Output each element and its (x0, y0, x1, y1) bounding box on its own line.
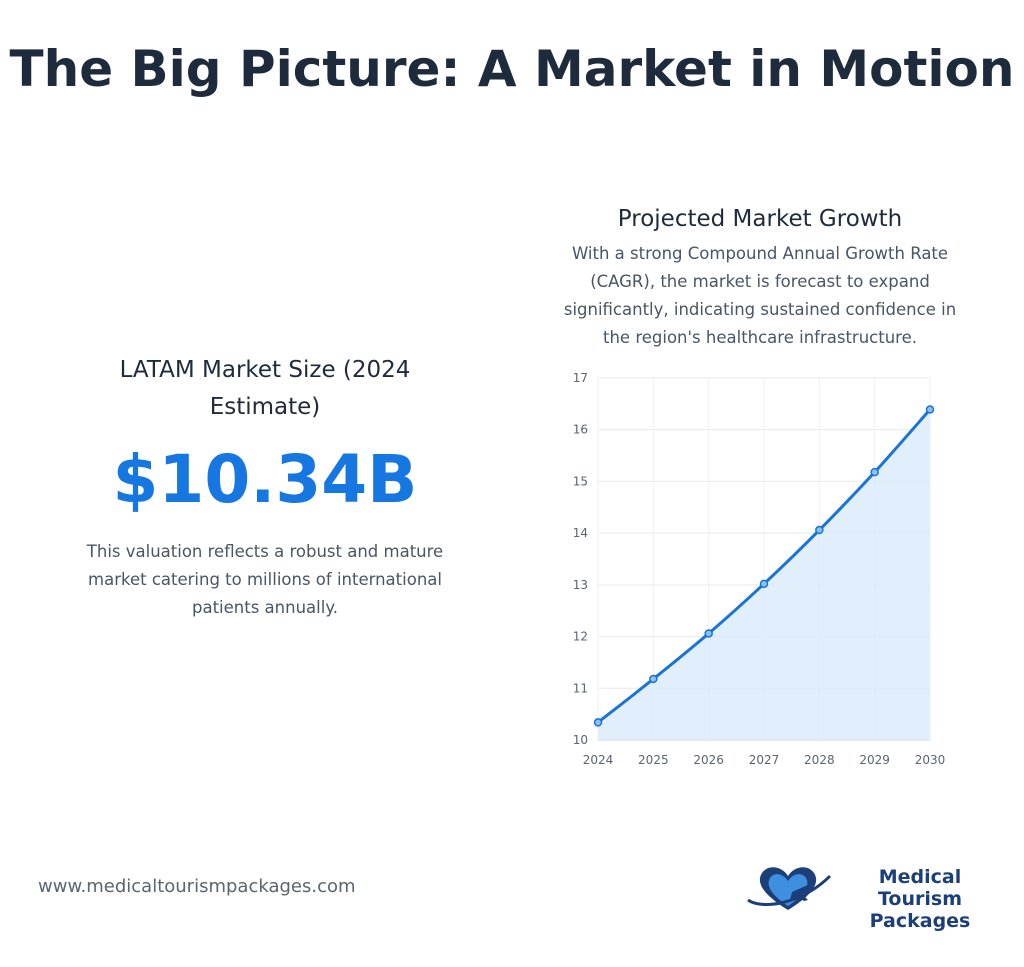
logo-text: Medical Tourism Packages (838, 866, 1002, 932)
growth-heading: Projected Market Growth (617, 206, 903, 232)
logo-line1: Medical Tourism (877, 866, 962, 910)
market-size-panel: LATAM Market Size (2024 Estimate) $10.34… (80, 352, 450, 622)
market-size-description: This valuation reflects a robust and mat… (86, 542, 444, 617)
data-point-2028 (815, 525, 824, 535)
heart-plane-icon (747, 867, 832, 910)
data-point-2030 (925, 405, 935, 414)
x-tick-label: 2025 (638, 753, 669, 767)
x-tick-label: 2026 (693, 753, 724, 767)
y-tick-label: 11 (573, 681, 588, 695)
growth-chart: 10 11 12 13 14 15 16 17 2024 2025 2026 2027 2028 2029… (573, 371, 946, 767)
y-tick-label: 13 (573, 578, 588, 592)
y-tick-label: 15 (573, 474, 588, 488)
x-tick-label: 2024 (583, 753, 614, 767)
y-tick-label: 16 (573, 423, 588, 437)
x-tick-label: 2030 (915, 753, 946, 767)
x-tick-label: 2027 (749, 753, 780, 767)
data-point-2026 (704, 629, 713, 638)
brand-logo[interactable]: Medical Tourism Packages (742, 860, 1002, 932)
data-point-2029 (870, 467, 879, 477)
data-point-2024 (593, 718, 603, 727)
market-size-heading: LATAM Market Size (2024 Estimate) (119, 357, 411, 420)
footer-url[interactable]: www.medicaltourismpackages.com (38, 876, 356, 897)
data-point-2025 (649, 674, 658, 684)
page-title: The Big Picture: A Market in Motion (9, 40, 1015, 98)
data-point-2027 (759, 579, 769, 589)
logo-line2: Packages (869, 910, 971, 932)
y-tick-label: 10 (573, 733, 588, 747)
y-tick-label: 17 (573, 371, 588, 385)
market-size-value: $10.34B (112, 441, 418, 518)
growth-description: With a strong Compound Annual Growth Rat… (563, 244, 957, 347)
x-tick-label: 2028 (804, 753, 835, 767)
x-tick-label: 2029 (859, 753, 890, 767)
growth-panel: Projected Market Growth With a strong Co… (560, 200, 960, 352)
y-tick-label: 12 (573, 630, 588, 644)
y-tick-label: 14 (573, 526, 588, 540)
